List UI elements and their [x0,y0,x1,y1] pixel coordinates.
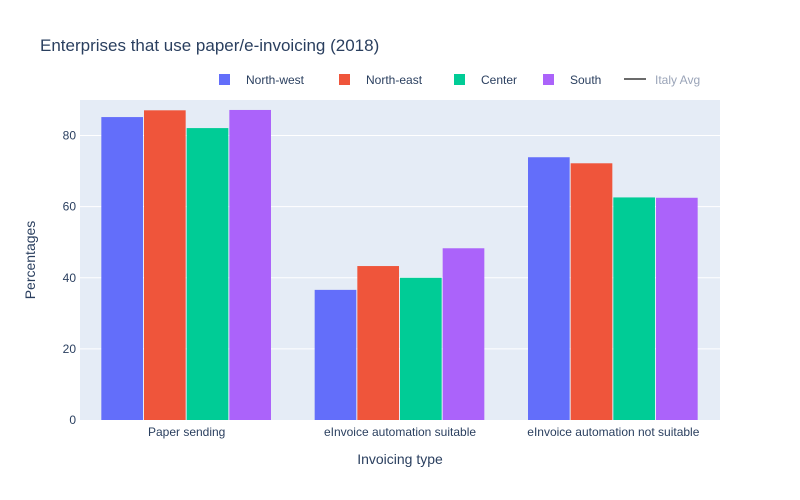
legend-swatch [454,74,465,85]
legend-label: North-west [246,73,305,87]
bar[interactable] [314,289,357,420]
y-tick-label: 60 [63,200,77,214]
bar[interactable] [570,163,613,421]
x-tick-label: eInvoice automation suitable [324,425,476,439]
legend-label: Italy Avg [655,73,700,87]
bar[interactable] [229,109,271,420]
bar[interactable] [144,110,186,421]
legend-label: South [570,73,601,87]
y-tick-label: 20 [63,342,77,356]
legend-item[interactable]: North-east [339,73,423,87]
legend-item[interactable]: North-west [219,73,305,87]
legend-swatch [219,74,230,85]
bar[interactable] [442,248,485,420]
legend-item[interactable]: South [543,73,601,87]
bar[interactable] [186,128,229,421]
x-tick-label: eInvoice automation not suitable [527,425,699,439]
bar[interactable] [400,277,442,420]
chart-title: Enterprises that use paper/e-invoicing (… [40,36,379,55]
y-tick-labels: 0 20 40 60 80 [63,129,77,427]
x-axis-title: Invoicing type [357,451,443,467]
bar[interactable] [613,197,655,420]
bar[interactable] [528,157,570,420]
y-tick-label: 0 [69,413,76,427]
legend[interactable]: North-west North-east Center South Italy Avg [219,73,700,87]
legend-item[interactable]: Italy Avg [624,73,700,87]
bar[interactable] [357,266,399,420]
bar[interactable] [656,197,698,420]
legend-swatch [339,74,350,85]
x-tick-labels: Paper sending eInvoice automation suitabl… [148,425,700,439]
bar[interactable] [101,117,143,421]
legend-label: Center [481,73,517,87]
bars [101,109,698,421]
legend-item[interactable]: Center [454,73,517,87]
y-tick-label: 80 [63,129,77,143]
y-axis-title: Percentages [22,221,38,300]
legend-swatch [543,74,554,85]
y-tick-label: 40 [63,271,77,285]
legend-label: North-east [366,73,423,87]
x-tick-label: Paper sending [148,425,225,439]
